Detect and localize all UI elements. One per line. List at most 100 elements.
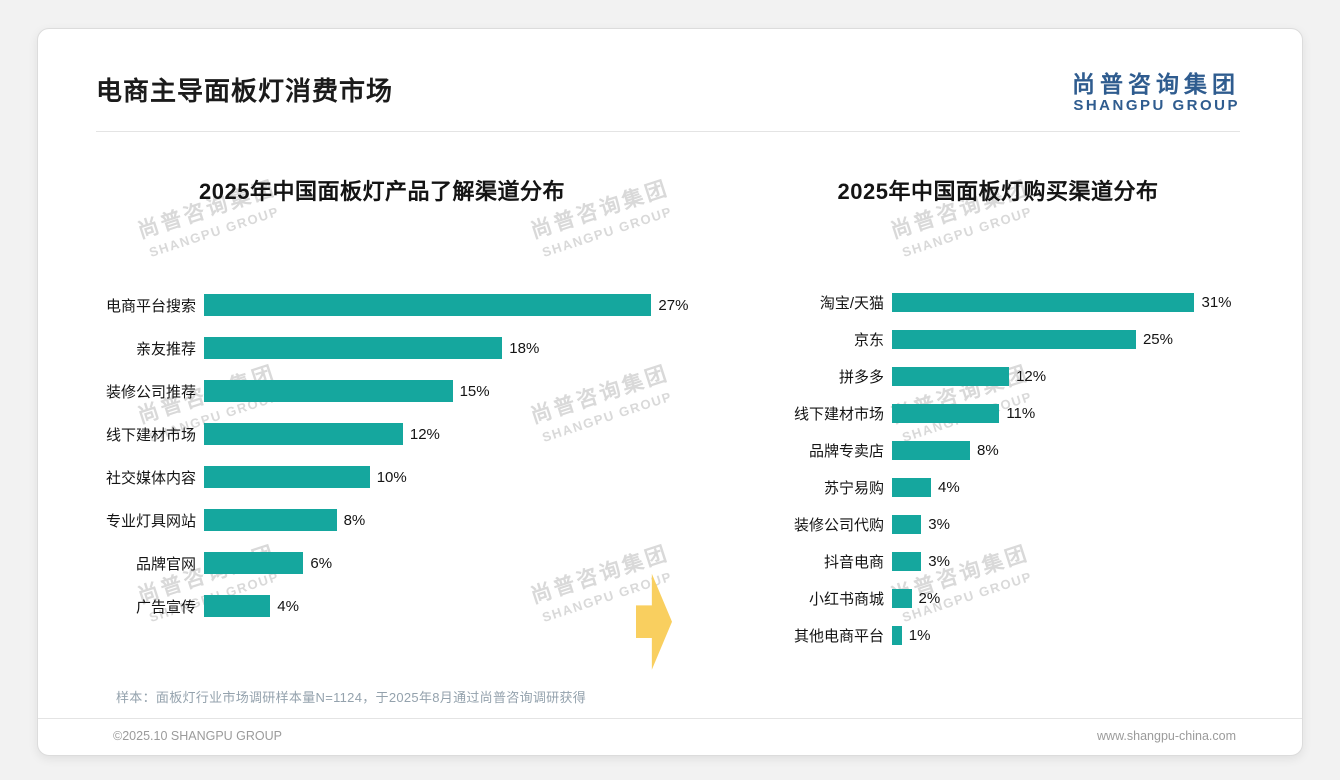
footer-bar: ©2025.10 SHANGPU GROUP www.shangpu-china… xyxy=(38,719,1302,755)
bar xyxy=(892,440,971,460)
bar xyxy=(204,552,304,575)
bar-track: 31% xyxy=(892,292,1232,312)
bar xyxy=(204,294,652,317)
bar-track: 3% xyxy=(892,551,1214,571)
bar-category-label: 抖音电商 xyxy=(823,553,884,571)
bar-value-label: 4% xyxy=(938,478,960,496)
bar-category-label: 专业灯具网站 xyxy=(105,512,196,530)
bar-track: 10% xyxy=(204,466,668,489)
bar xyxy=(892,514,922,534)
bar-category-label: 其他电商平台 xyxy=(793,627,884,645)
bar-value-label: 8% xyxy=(343,511,366,529)
bar-category-label: 亲友推荐 xyxy=(135,340,196,358)
bar-track: 11% xyxy=(892,403,1214,423)
header-divider xyxy=(96,130,1240,132)
bar-value-label: 12% xyxy=(409,425,440,443)
page-title: 电商主导面板灯消费市场 xyxy=(96,76,394,106)
bar-row: 专业灯具网站 8% xyxy=(96,499,668,542)
bar-value-label: 10% xyxy=(376,468,407,486)
charts-area: 2025年中国面板灯产品了解渠道分布 电商平台搜索 27% 亲友推荐 18% 装修公司推… xyxy=(38,174,1302,670)
bar-value-label: 6% xyxy=(310,554,333,572)
bar-value-label: 2% xyxy=(918,589,941,607)
bar-track: 4% xyxy=(892,477,1214,497)
bar-row: 品牌官网 6% xyxy=(96,542,668,585)
company-logo: 尚普咨询集团 SHANGPU GROUP xyxy=(1072,71,1240,115)
bar xyxy=(204,423,403,446)
bar-category-label: 小红书商城 xyxy=(808,590,884,608)
bar xyxy=(204,337,503,360)
bar-row: 线下建材市场 12% xyxy=(96,413,668,456)
bar-track: 6% xyxy=(204,552,668,575)
bar-track: 25% xyxy=(892,329,1214,349)
bar-category-label: 拼多多 xyxy=(838,368,884,386)
bar-category-label: 品牌官网 xyxy=(135,555,196,573)
bar xyxy=(892,403,1000,423)
logo-cn-text: 尚普咨询集团 xyxy=(1072,71,1240,97)
bar-row: 亲友推荐 18% xyxy=(96,327,668,370)
sample-note: 样本：面板灯行业市场调研样本量N=1124，于2025年8月通过尚普咨询调研获得 xyxy=(116,690,587,705)
chart-awareness-channels: 2025年中国面板灯产品了解渠道分布 电商平台搜索 27% 亲友推荐 18% 装修公司推… xyxy=(96,174,688,654)
bar-rows-left: 电商平台搜索 27% 亲友推荐 18% 装修公司推荐 15% 线下建材市场 12% 社交媒体内容… xyxy=(96,284,688,628)
bar-row: 苏宁易购 4% xyxy=(754,469,1242,506)
bar-row: 其他电商平台 1% xyxy=(754,617,1242,654)
bar-track: 4% xyxy=(204,595,668,618)
bar-row: 电商平台搜索 27% xyxy=(96,284,688,327)
bar-track: 27% xyxy=(204,294,688,317)
logo-en-text: SHANGPU GROUP xyxy=(1073,97,1240,115)
bar-category-label: 社交媒体内容 xyxy=(105,469,196,487)
bar xyxy=(204,595,271,618)
bar-rows-right: 淘宝/天猫 31% 京东 25% 拼多多 12% 线下建材市场 11% 品牌专卖店 8% 苏宁易购 4… xyxy=(754,284,1242,654)
bar-track: 2% xyxy=(892,588,1214,608)
bar-value-label: 8% xyxy=(977,441,999,459)
bar-value-label: 27% xyxy=(658,296,689,314)
bar-category-label: 线下建材市场 xyxy=(793,405,884,423)
bar xyxy=(892,588,912,608)
chart-title-left: 2025年中国面板灯产品了解渠道分布 xyxy=(199,178,565,204)
bar-row: 京东 25% xyxy=(754,321,1242,358)
bar-category-label: 京东 xyxy=(853,331,884,349)
bar-category-label: 装修公司代购 xyxy=(793,516,884,534)
bar-category-label: 苏宁易购 xyxy=(823,479,884,497)
website-url: www.shangpu-china.com xyxy=(1097,729,1236,743)
slide-footer: 样本：面板灯行业市场调研样本量N=1124，于2025年8月通过尚普咨询调研获得… xyxy=(38,687,1302,755)
bar-row: 抖音电商 3% xyxy=(754,543,1242,580)
bar-value-label: 11% xyxy=(1006,404,1036,422)
bar xyxy=(892,292,1195,312)
bar-row: 装修公司推荐 15% xyxy=(96,370,668,413)
bar xyxy=(892,366,1010,386)
footer-divider xyxy=(38,718,1302,719)
bar xyxy=(204,466,370,489)
bar-category-label: 电商平台搜索 xyxy=(105,297,196,315)
chart-title-right: 2025年中国面板灯购买渠道分布 xyxy=(837,178,1159,204)
bar-row: 线下建材市场 11% xyxy=(754,395,1242,432)
bar-category-label: 装修公司推荐 xyxy=(105,383,196,401)
bar-value-label: 15% xyxy=(459,382,490,400)
bar xyxy=(892,477,932,497)
bar-row: 品牌专卖店 8% xyxy=(754,432,1242,469)
bar-value-label: 12% xyxy=(1016,367,1047,385)
bar-category-label: 淘宝/天猫 xyxy=(819,294,884,312)
bar-category-label: 线下建材市场 xyxy=(105,426,196,444)
bar-value-label: 3% xyxy=(928,552,950,570)
bar-track: 12% xyxy=(892,366,1214,386)
bar-category-label: 广告宣传 xyxy=(135,598,196,616)
bar-row: 广告宣传 4% xyxy=(96,585,668,628)
chart-purchase-channels: 2025年中国面板灯购买渠道分布 淘宝/天猫 31% 京东 25% 拼多多 12% 线下建材… xyxy=(754,174,1242,654)
bar xyxy=(892,329,1136,349)
bar-value-label: 31% xyxy=(1201,293,1232,311)
bar-row: 装修公司代购 3% xyxy=(754,506,1242,543)
bar-value-label: 1% xyxy=(908,626,931,644)
bar-row: 拼多多 12% xyxy=(754,358,1242,395)
bar-value-label: 3% xyxy=(928,515,950,533)
bar-row: 社交媒体内容 10% xyxy=(96,456,668,499)
bar-track: 8% xyxy=(204,509,668,532)
bar-row: 小红书商城 2% xyxy=(754,580,1242,617)
bar-row: 淘宝/天猫 31% xyxy=(754,284,1242,321)
bar-value-label: 18% xyxy=(509,339,540,357)
bar-track: 18% xyxy=(204,337,668,360)
slide-header: 电商主导面板灯消费市场 尚普咨询集团 SHANGPU GROUP xyxy=(38,29,1302,115)
bar-category-label: 品牌专卖店 xyxy=(808,442,884,460)
bar-track: 8% xyxy=(892,440,1214,460)
bar xyxy=(892,625,902,645)
bar xyxy=(892,551,922,571)
